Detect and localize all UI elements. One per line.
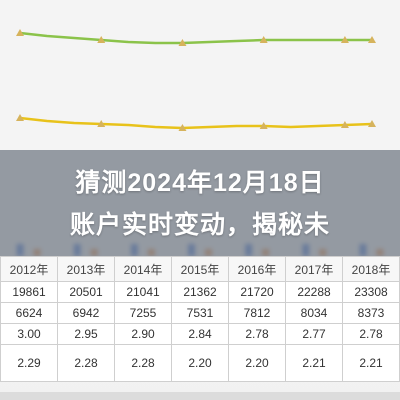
year-cell: 2012年 [0, 256, 58, 282]
data-point-marker [16, 29, 24, 36]
table-header-row: 2012年 2013年 2014年 2015年 2016年 2017年 2018… [0, 256, 400, 282]
series-line [19, 31, 372, 45]
table-cell: 8373 [342, 302, 400, 324]
banner-title-line-2: 账户实时变动，揭秘未 [69, 211, 330, 239]
line-chart [16, 29, 376, 131]
bottom-edge [0, 392, 400, 400]
table-cell: 2.20 [228, 344, 286, 382]
table-cell: 2.90 [114, 323, 172, 345]
table-cell: 22288 [285, 281, 343, 303]
data-point-marker [97, 120, 106, 127]
table-cell: 7812 [228, 302, 286, 324]
title-banner [0, 150, 400, 260]
table-cell: 2.29 [0, 344, 58, 382]
table-cell: 2.28 [57, 344, 115, 382]
table-cell: 7255 [114, 302, 172, 324]
table-cell: 2.77 [285, 323, 343, 345]
data-point-marker [97, 36, 106, 43]
data-point-marker [178, 124, 187, 131]
table-row: 2.29 2.28 2.28 2.20 2.20 2.21 2.21 [0, 344, 400, 382]
year-cell: 2015年 [171, 256, 229, 282]
table-cell: 2.78 [342, 323, 400, 345]
data-point-marker [259, 36, 268, 43]
table-cell: 21041 [114, 281, 172, 303]
data-point-marker [178, 39, 187, 46]
table-row: 6624 6942 7255 7531 7812 8034 8373 [0, 302, 400, 324]
table-cell: 8034 [285, 302, 343, 324]
year-cell: 2014年 [114, 256, 172, 282]
table-row: 19861 20501 21041 21362 21720 22288 2330… [0, 281, 400, 303]
data-point-marker [340, 36, 349, 43]
table-row: 3.00 2.95 2.90 2.84 2.78 2.77 2.78 [0, 323, 400, 345]
table-cell: 3.00 [0, 323, 58, 345]
table-cell: 21362 [171, 281, 229, 303]
table-cell: 2.78 [228, 323, 286, 345]
table-cell: 2.20 [171, 344, 229, 382]
data-point-marker [16, 114, 24, 121]
series-line [19, 116, 373, 130]
year-cell: 2018年 [342, 256, 400, 282]
data-point-marker [368, 120, 376, 127]
table-cell: 2.95 [57, 323, 115, 345]
year-cell: 2017年 [285, 256, 343, 282]
year-cell: 2013年 [57, 256, 115, 282]
data-point-marker [340, 121, 349, 128]
table-cell: 7531 [171, 302, 229, 324]
chart-plot-area [0, 0, 400, 170]
year-cell: 2016年 [228, 256, 286, 282]
table-cell: 23308 [342, 281, 400, 303]
table-cell: 6942 [57, 302, 115, 324]
table-cell: 6624 [0, 302, 58, 324]
data-point-marker [368, 36, 376, 43]
data-point-marker [259, 122, 268, 129]
data-table: 2012年 2013年 2014年 2015年 2016年 2017年 2018… [0, 256, 400, 382]
table-cell: 2.21 [285, 344, 343, 382]
table-cell: 2.28 [114, 344, 172, 382]
table-cell: 19861 [0, 281, 58, 303]
table-cell: 20501 [57, 281, 115, 303]
table-cell: 2.84 [171, 323, 229, 345]
banner-title-line-1: 猜测2024年12月18日 [75, 169, 325, 197]
table-cell: 21720 [228, 281, 286, 303]
table-cell: 2.21 [342, 344, 400, 382]
